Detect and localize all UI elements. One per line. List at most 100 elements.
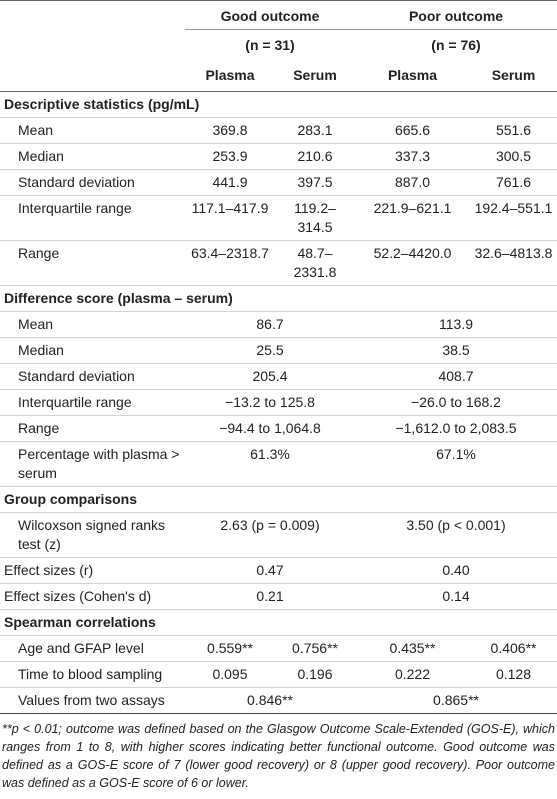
header-empty — [0, 58, 185, 92]
cell: 2.63 (p = 0.009) — [185, 512, 355, 558]
cell: 32.6–4813.8 — [470, 240, 557, 286]
cell: 0.756** — [275, 635, 355, 662]
cell: 369.8 — [185, 117, 275, 144]
cell: 0.865** — [355, 687, 557, 714]
row-label: Effect sizes (Cohen's d) — [0, 583, 185, 610]
table-row: Median 25.5 38.5 — [0, 337, 557, 364]
cell: 113.9 — [355, 311, 557, 338]
table-row: Good outcome Poor outcome — [0, 0, 557, 30]
row-label: Median — [0, 337, 185, 364]
cell: 0.559** — [185, 635, 275, 662]
cell: 0.222 — [355, 661, 470, 688]
row-label: Effect sizes (r) — [0, 557, 185, 584]
row-label: Standard deviation — [0, 169, 185, 196]
row-label: Mean — [0, 117, 185, 144]
cell: 25.5 — [185, 337, 355, 364]
table-row: Mean 86.7 113.9 — [0, 311, 557, 338]
table-row: Range 63.4–2318.7 48.7–2331.8 52.2–4420.0 32… — [0, 240, 557, 286]
cell: 300.5 — [470, 143, 557, 170]
section-title: Difference score (plasma – serum) — [0, 285, 557, 312]
row-label: Range — [0, 415, 185, 442]
table-row: Range −94.4 to 1,064.8 −1,612.0 to 2,083.5 — [0, 415, 557, 442]
row-label: Median — [0, 143, 185, 170]
cell: 117.1–417.9 — [185, 195, 275, 241]
cell: 205.4 — [185, 363, 355, 390]
results-table: Good outcome Poor outcome (n = 31) (n = 76)… — [0, 0, 557, 714]
cell: 761.6 — [470, 169, 557, 196]
group-title: Poor outcome — [355, 0, 557, 30]
cell: 119.2–314.5 — [275, 195, 355, 241]
table-row: (n = 31) (n = 76) — [0, 30, 557, 59]
table-row: Standard deviation 205.4 408.7 — [0, 363, 557, 390]
cell: 441.9 — [185, 169, 275, 196]
table-body: Good outcome Poor outcome (n = 31) (n = 76)… — [0, 0, 557, 714]
table-row: Difference score (plasma – serum) — [0, 285, 557, 312]
cell: 63.4–2318.7 — [185, 240, 275, 286]
row-label: Wilcoxson signed ranks test (z) — [0, 512, 185, 558]
table-row: Spearman correlations — [0, 609, 557, 636]
cell: 48.7–2331.8 — [275, 240, 355, 286]
cell: 337.3 — [355, 143, 470, 170]
table-row: Descriptive statistics (pg/mL) — [0, 91, 557, 118]
cell: 397.5 — [275, 169, 355, 196]
table-row: Age and GFAP level 0.559** 0.756** 0.435** 0… — [0, 635, 557, 662]
row-label: Range — [0, 240, 185, 286]
cell: 253.9 — [185, 143, 275, 170]
header-empty — [0, 1, 185, 30]
group-n: (n = 31) — [245, 37, 295, 53]
cell: 210.6 — [275, 143, 355, 170]
cell: 408.7 — [355, 363, 557, 390]
row-label: Standard deviation — [0, 363, 185, 390]
cell: 887.0 — [355, 169, 470, 196]
row-label: Interquartile range — [0, 389, 185, 416]
row-label: Values from two assays — [0, 687, 185, 714]
cell: 86.7 — [185, 311, 355, 338]
group-title: Good outcome — [185, 0, 355, 30]
table-row: Plasma Serum Plasma Serum — [0, 58, 557, 92]
footnote: **p < 0.01; outcome was defined based on… — [2, 722, 555, 790]
row-label: Mean — [0, 311, 185, 338]
table-row: Effect sizes (Cohen's d) 0.21 0.14 — [0, 583, 557, 610]
cell: −1,612.0 to 2,083.5 — [355, 415, 557, 442]
cell: 52.2–4420.0 — [355, 240, 470, 286]
column-header: Plasma — [185, 58, 275, 92]
cell: 67.1% — [355, 441, 557, 487]
cell: 192.4–551.1 — [470, 195, 557, 241]
table-row: Median 253.9 210.6 337.3 300.5 — [0, 143, 557, 170]
table-row: Effect sizes (r) 0.47 0.40 — [0, 557, 557, 584]
cell: 0.128 — [470, 661, 557, 688]
section-title: Group comparisons — [0, 486, 557, 513]
column-header: Serum — [470, 58, 557, 92]
table-row: Time to blood sampling 0.095 0.196 0.222 0.1… — [0, 661, 557, 688]
table-row: Percentage with plasma > serum 61.3% 67.1% — [0, 441, 557, 487]
column-header: Serum — [275, 58, 355, 92]
column-header: Plasma — [355, 58, 470, 92]
cell: −94.4 to 1,064.8 — [185, 415, 355, 442]
cell: 61.3% — [185, 441, 355, 487]
table-row: Standard deviation 441.9 397.5 887.0 761.6 — [0, 169, 557, 196]
table-row: Values from two assays 0.846** 0.865** — [0, 687, 557, 714]
header-empty — [0, 30, 185, 59]
cell: 551.6 — [470, 117, 557, 144]
section-title: Spearman correlations — [0, 609, 557, 636]
cell: 283.1 — [275, 117, 355, 144]
cell: 0.406** — [470, 635, 557, 662]
cell: −26.0 to 168.2 — [355, 389, 557, 416]
row-label: Time to blood sampling — [0, 661, 185, 688]
table-row: Interquartile range −13.2 to 125.8 −26.0 t… — [0, 389, 557, 416]
cell: 221.9–621.1 — [355, 195, 470, 241]
cell: 0.40 — [355, 557, 557, 584]
table-row: Group comparisons — [0, 486, 557, 513]
table-row: Wilcoxson signed ranks test (z) 2.63 (p =… — [0, 512, 557, 558]
cell: 0.846** — [185, 687, 355, 714]
row-label: Age and GFAP level — [0, 635, 185, 662]
cell: 0.47 — [185, 557, 355, 584]
cell: 0.21 — [185, 583, 355, 610]
row-label: Percentage with plasma > serum — [0, 441, 185, 487]
cell: 0.095 — [185, 661, 275, 688]
cell: 3.50 (p < 0.001) — [355, 512, 557, 558]
cell: 0.196 — [275, 661, 355, 688]
cell: 38.5 — [355, 337, 557, 364]
cell: 665.6 — [355, 117, 470, 144]
